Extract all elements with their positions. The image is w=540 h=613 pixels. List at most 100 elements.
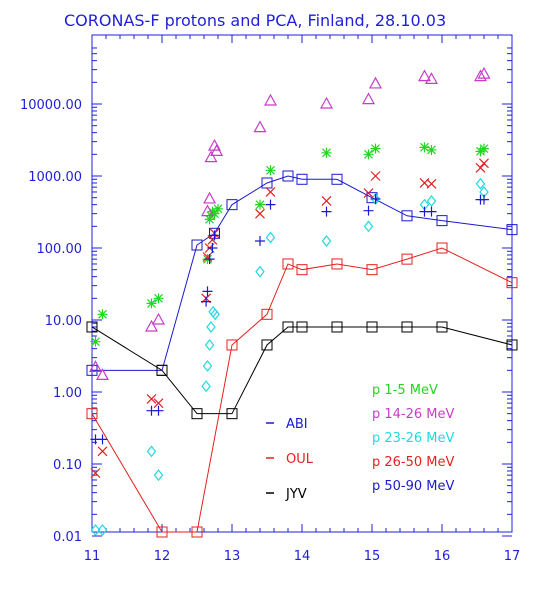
points-series-1: [88, 66, 491, 381]
data-point: [361, 92, 376, 105]
asterisk-marker: [97, 309, 108, 320]
square-marker: [191, 408, 203, 420]
diamond-marker: [210, 308, 220, 321]
x-tick-label: 15: [364, 549, 381, 564]
asterisk-marker: [426, 144, 437, 155]
data-point: [253, 120, 267, 133]
plus-marker: [97, 434, 108, 445]
asterisk-marker: [321, 147, 332, 158]
data-point: [200, 204, 215, 217]
triangle-marker: [319, 96, 334, 109]
data-point: [479, 158, 489, 169]
x-tick-label: 11: [84, 549, 101, 564]
plus-marker: [207, 243, 218, 253]
legend-label: ABI: [286, 417, 308, 432]
line-series-oul: [86, 242, 518, 538]
data-point: [321, 235, 332, 247]
plus-marker: [370, 193, 381, 204]
data-point: [209, 230, 220, 241]
plus-marker: [201, 296, 212, 307]
square-marker: [156, 364, 168, 376]
line-series-abi: [86, 170, 518, 376]
asterisk-marker: [265, 165, 276, 176]
asterisk-marker: [146, 298, 157, 309]
diamond-marker: [146, 445, 157, 458]
data-point: [255, 236, 265, 247]
data-point: [207, 234, 218, 245]
square-marker: [261, 308, 273, 320]
data-point: [363, 149, 374, 160]
diamond-marker: [97, 524, 108, 536]
triangle-marker: [424, 72, 439, 84]
points-series-4: [90, 193, 489, 445]
points-series-0: [90, 142, 489, 347]
data-point: [146, 298, 157, 309]
triangle-marker: [368, 76, 383, 89]
y-tick-label: 1.00: [53, 386, 82, 401]
asterisk-marker: [213, 203, 223, 214]
diamond-marker: [201, 380, 211, 393]
x-marker: [479, 158, 489, 169]
data-point: [477, 66, 491, 79]
data-point: [479, 194, 489, 205]
triangle-marker: [210, 144, 224, 156]
square-marker: [86, 408, 98, 420]
plus-marker: [321, 206, 332, 217]
data-point: [210, 144, 224, 156]
data-point: [90, 468, 101, 478]
asterisk-marker: [370, 143, 381, 154]
data-point: [201, 380, 211, 393]
data-point: [97, 446, 108, 457]
series-line: [91, 326, 513, 415]
x-marker: [265, 187, 276, 197]
data-point: [263, 93, 278, 106]
triangle-marker: [263, 93, 278, 106]
y-tick-label: 0.01: [53, 530, 82, 545]
data-point: [204, 339, 215, 351]
data-point: [202, 252, 213, 262]
plus-marker: [426, 206, 437, 217]
square-marker: [296, 264, 308, 276]
y-tick-label: 10.00: [45, 314, 82, 329]
square-marker: [282, 170, 294, 182]
x-marker: [202, 252, 213, 262]
x-tick-label: 13: [224, 549, 241, 564]
data-point: [265, 165, 276, 176]
asterisk-marker: [204, 214, 215, 225]
data-point: [321, 147, 332, 158]
station-lines: [86, 170, 518, 538]
data-point: [419, 142, 430, 153]
line-series-jyv: [86, 321, 518, 420]
data-point: [265, 199, 276, 210]
x-marker: [370, 171, 381, 181]
data-point: [370, 193, 381, 204]
data-point: [426, 178, 437, 189]
data-point: [363, 205, 374, 216]
proton-legend-label: p 23-26 MeV: [372, 431, 455, 446]
data-point: [370, 171, 381, 181]
data-point: [426, 144, 437, 155]
data-point: [426, 206, 437, 217]
data-point: [95, 368, 110, 381]
station-legend-item: JYV: [266, 487, 307, 502]
plus-marker: [153, 405, 164, 416]
proton-points: [88, 66, 491, 536]
points-series-2: [90, 177, 489, 536]
diamond-marker: [204, 339, 215, 351]
data-point: [207, 243, 218, 253]
square-marker: [436, 215, 448, 227]
square-marker: [261, 339, 273, 351]
square-marker: [331, 173, 343, 185]
asterisk-marker: [209, 208, 220, 219]
legend-label: OUL: [286, 452, 314, 467]
triangle-marker: [417, 69, 432, 82]
data-point: [204, 150, 218, 163]
data-point: [255, 265, 265, 278]
data-point: [209, 208, 220, 219]
square-marker: [282, 258, 294, 270]
x-marker: [321, 196, 332, 206]
asterisk-marker: [153, 293, 164, 304]
square-marker: [331, 258, 343, 270]
square-marker: [401, 210, 413, 222]
square-marker: [226, 408, 238, 420]
